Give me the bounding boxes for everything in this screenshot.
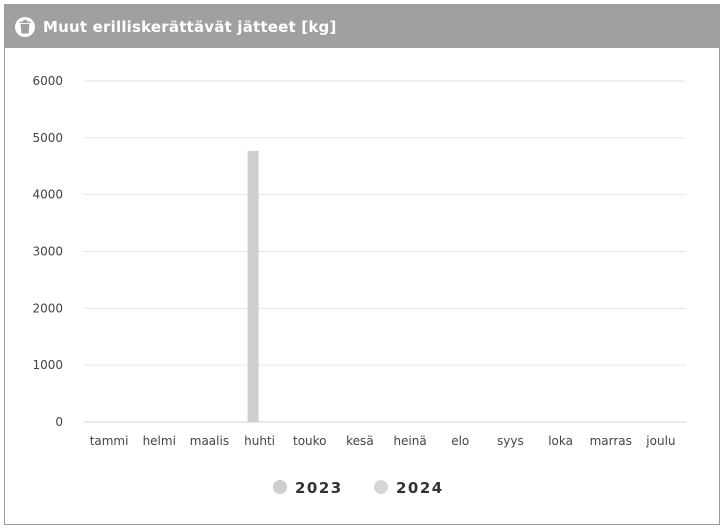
x-tick-label: elo [451, 434, 469, 448]
x-tick-label: heinä [393, 434, 426, 448]
bar-2023-huhti[interactable] [247, 150, 259, 422]
x-tick-label: maalis [190, 434, 229, 448]
legend-label: 2023 [295, 479, 343, 497]
y-tick-label: 4000 [32, 188, 63, 202]
x-tick-label: touko [293, 434, 327, 448]
x-tick-label: huhti [244, 434, 275, 448]
x-tick-label: joulu [645, 434, 675, 448]
x-tick-label: tammi [90, 434, 129, 448]
x-tick-label: kesä [346, 434, 374, 448]
y-tick-label: 1000 [32, 358, 63, 372]
chart: 0 1000 2000 3000 4000 5000 6000 tammi helmi maal… [32, 74, 686, 497]
legend-marker [374, 480, 388, 494]
x-tick-label: helmi [143, 434, 176, 448]
legend-item-2023[interactable]: 2023 [273, 479, 343, 497]
y-tick-label: 2000 [32, 301, 63, 315]
legend-label: 2024 [396, 479, 444, 497]
x-tick-label: loka [548, 434, 573, 448]
chart-panel: Muut erilliskerättävät jätteet [kg] 0 100… [4, 4, 720, 525]
legend-marker [273, 480, 287, 494]
x-tick-label: marras [590, 434, 632, 448]
legend-item-2024[interactable]: 2024 [374, 479, 444, 497]
x-tick-label: syys [497, 434, 524, 448]
y-tick-label: 6000 [32, 74, 63, 88]
panel-header: Muut erilliskerättävät jätteet [kg] [5, 5, 719, 48]
panel-title: Muut erilliskerättävät jätteet [kg] [43, 17, 337, 36]
y-tick-label: 5000 [32, 131, 63, 145]
y-tick-label: 3000 [32, 245, 63, 259]
y-tick-label: 0 [55, 415, 63, 429]
trash-bin-icon [15, 16, 35, 37]
